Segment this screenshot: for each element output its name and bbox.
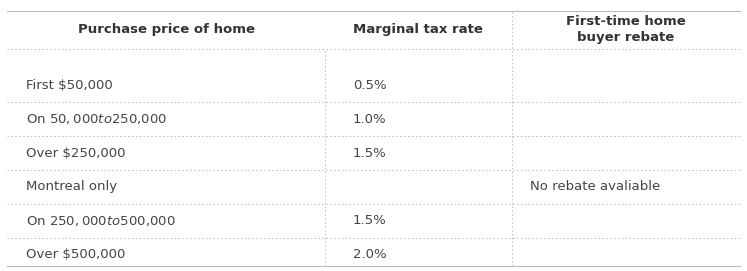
Text: No rebate avaliable: No rebate avaliable <box>530 180 660 193</box>
Text: Purchase price of home: Purchase price of home <box>78 23 255 36</box>
Text: 0.5%: 0.5% <box>353 79 387 92</box>
Text: Marginal tax rate: Marginal tax rate <box>353 23 483 36</box>
Text: Montreal only: Montreal only <box>26 180 117 193</box>
Text: On $50,000 to $250,000: On $50,000 to $250,000 <box>26 112 167 126</box>
Text: 1.0%: 1.0% <box>353 113 387 126</box>
Text: 1.5%: 1.5% <box>353 147 387 160</box>
Text: First $50,000: First $50,000 <box>26 79 113 92</box>
Text: On $250,000 to $500,000: On $250,000 to $500,000 <box>26 214 176 228</box>
Text: First-time home
buyer rebate: First-time home buyer rebate <box>565 15 686 44</box>
Text: Over $250,000: Over $250,000 <box>26 147 125 160</box>
Text: 1.5%: 1.5% <box>353 214 387 227</box>
Text: Over $500,000: Over $500,000 <box>26 248 125 261</box>
Text: 2.0%: 2.0% <box>353 248 387 261</box>
